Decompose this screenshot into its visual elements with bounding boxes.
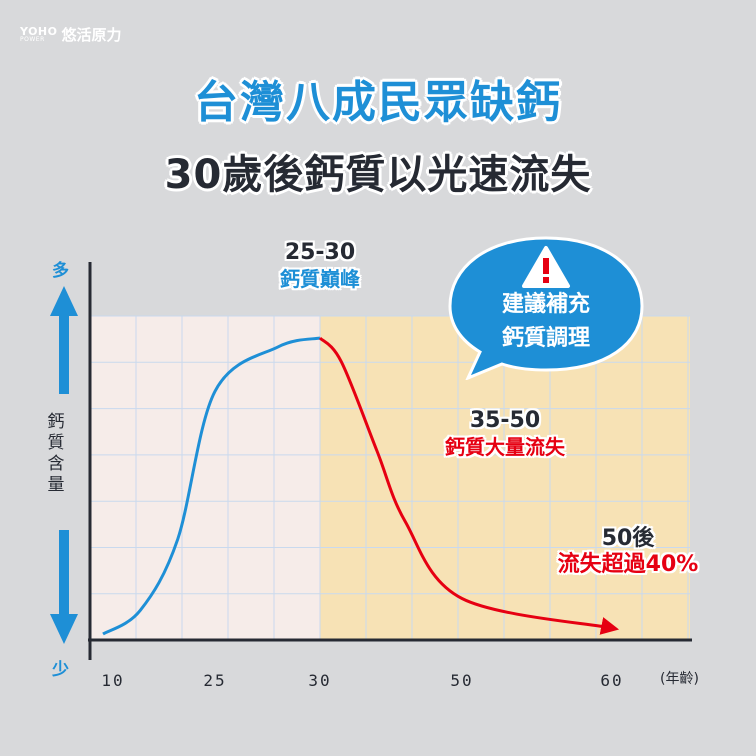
x-axis-unit: (年齡) [660,671,699,687]
x-tick-label: 10 [101,671,125,690]
y-axis-top-label: 多 [52,261,69,281]
annotation-late-range: 50後 [601,526,655,551]
y-arrow-up-icon [50,286,78,316]
warning-icon [522,246,570,288]
y-arrow-up-shaft [59,316,69,394]
decline-zone [320,316,690,640]
bubble-line-1: 建議補充 [501,292,590,317]
logo-brand: YOHO [20,25,58,38]
x-tick-label: 50 [450,671,474,690]
x-tick-label: 30 [308,671,332,690]
annotation-late: 50後 流失超過40% [528,526,728,578]
page-title: 台灣八成民眾缺鈣 [194,77,562,128]
y-arrow-down-shaft [59,530,69,614]
y-arrow-down-icon [50,614,78,644]
y-axis-bottom-label: 少 [52,660,69,680]
x-tick-label: 60 [600,671,624,690]
annotation-late-desc: 流失超過40% [557,552,699,577]
annotation-loss-range: 35-50 [469,408,541,433]
annotation-peak-range: 25-30 [284,240,356,265]
peak-zone [90,316,320,640]
bubble-shape [448,236,644,380]
annotation-peak-desc: 鈣質巔峰 [280,267,360,291]
series-decline-line [318,336,620,635]
advice-bubble [448,236,644,380]
page-subtitle: 30歲後鈣質以光速流失 [164,152,592,198]
logo-name: 悠活原力 [61,26,122,44]
logo-mark: YOHO POWER [20,26,57,43]
y-axis-arrows [50,286,78,644]
annotation-peak: 25-30 鈣質巔峰 [250,240,390,292]
logo-sub: POWER [20,36,45,43]
bubble-line-2: 鈣質調理 [501,326,590,351]
x-tick-label: 25 [203,671,227,690]
bubble-text: 建議補充 鈣質調理 [446,288,646,356]
logo: YOHO POWER 悠活原力 [20,24,122,45]
y-axis-title: 鈣質含量 [47,412,65,495]
annotation-loss: 35-50 鈣質大量流失 [410,408,600,460]
annotation-loss-desc: 鈣質大量流失 [445,435,565,459]
series-rise-line [102,336,321,636]
